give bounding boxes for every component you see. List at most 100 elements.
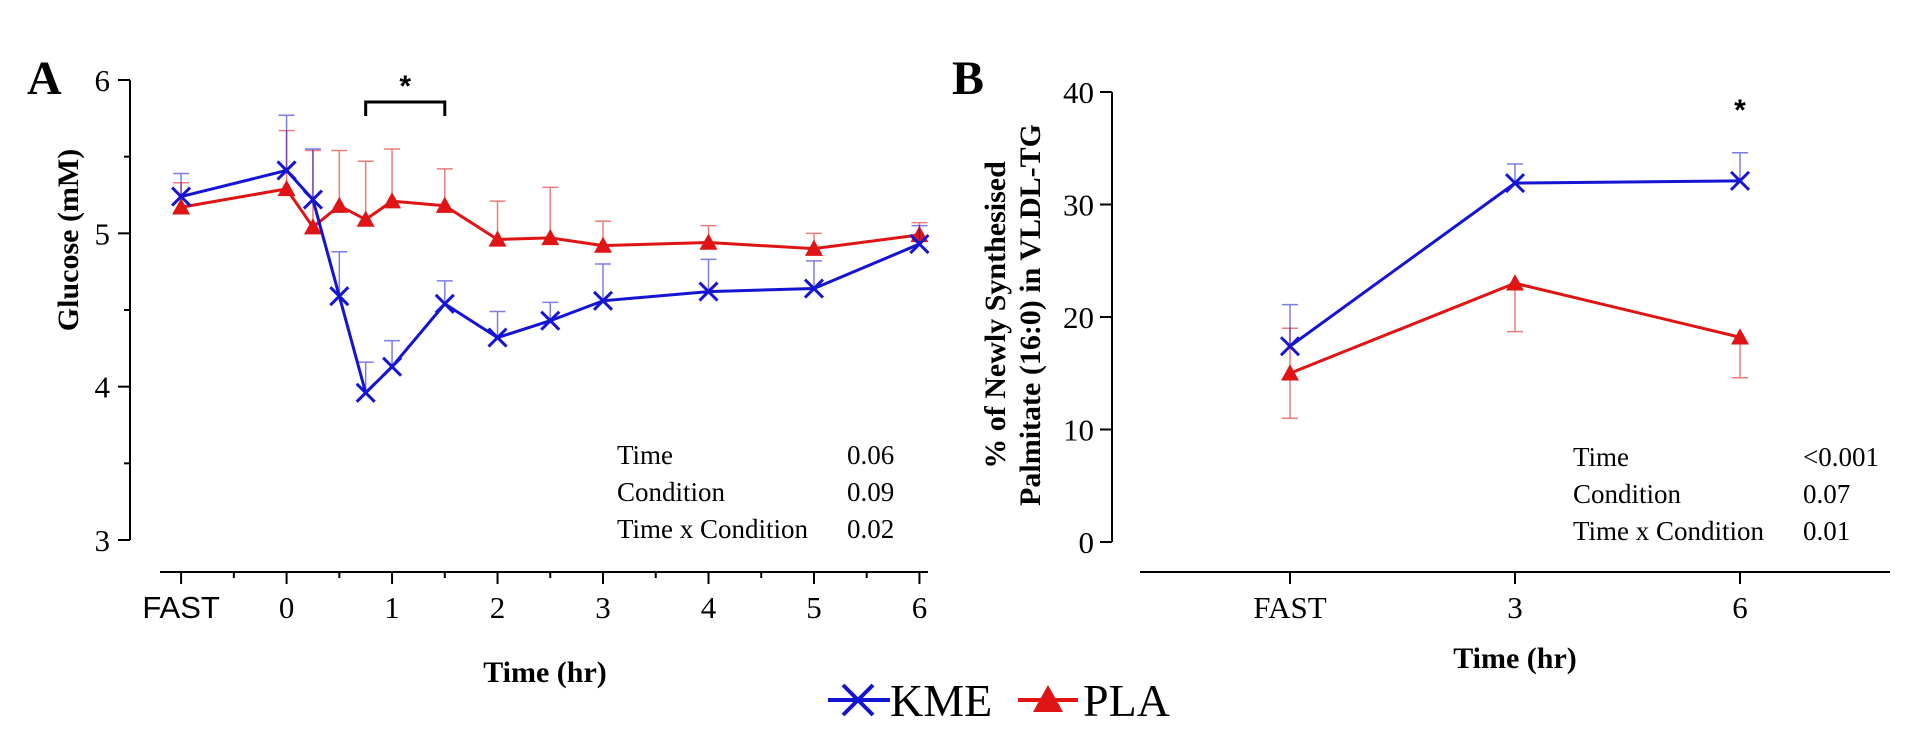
panel-b-y-axis-title-line2: Palmitate (16:0) in VLDL-TG bbox=[1014, 124, 1047, 506]
panel-a-error-bar bbox=[357, 160, 374, 220]
panel-a-stat-term: Condition bbox=[617, 477, 726, 507]
x-icon bbox=[828, 683, 890, 717]
panel-a-error-bar bbox=[436, 280, 453, 304]
panel-a-point bbox=[303, 218, 322, 235]
panel-a-significance-star: * bbox=[399, 70, 411, 103]
panel-a-series bbox=[171, 114, 930, 403]
panel-b-stat-p: <0.001 bbox=[1803, 442, 1879, 472]
panel-b-point bbox=[1729, 170, 1751, 191]
panel-a-point bbox=[435, 196, 454, 213]
panel-a-point bbox=[356, 210, 375, 227]
triangle-icon bbox=[1018, 685, 1078, 712]
legend: KME PLA bbox=[828, 675, 1170, 726]
panel-a-glucose-chart: A 3 4 5 6 FAST 0 1 2 3 4 5 6 Glucose (mM) Time (hr… bbox=[27, 52, 930, 689]
panel-a-x-tick-labels: FAST 0 1 2 3 4 5 6 bbox=[142, 590, 927, 625]
legend-label: PLA bbox=[1083, 675, 1170, 726]
panel-b-stat-term: Time bbox=[1573, 442, 1629, 472]
panel-a-point bbox=[699, 233, 718, 250]
panel-b-significance-star: * bbox=[1734, 94, 1746, 127]
panel-a-bracket-line bbox=[364, 100, 447, 116]
panel-a-y-tick-label: 5 bbox=[95, 216, 111, 251]
panel-a-point bbox=[381, 356, 403, 377]
panel-a-y-axis-title: Glucose (mM) bbox=[52, 149, 85, 331]
panel-b-error-bar bbox=[1507, 163, 1523, 184]
panel-b-point bbox=[1279, 336, 1301, 357]
panel-a-error-bar bbox=[542, 301, 559, 321]
legend-item-pla: PLA bbox=[1018, 675, 1170, 726]
panel-a-point bbox=[592, 290, 614, 311]
panel-b-x-tick-label: 3 bbox=[1507, 590, 1523, 625]
panel-a-stat-p: 0.06 bbox=[847, 440, 894, 470]
panel-a-significance-bracket: * bbox=[364, 70, 447, 116]
panel-a-point bbox=[909, 234, 930, 255]
panel-a-y-tick-label: 4 bbox=[95, 370, 111, 405]
panel-a-point bbox=[276, 160, 297, 181]
panel-b-error-bar bbox=[1282, 303, 1298, 347]
panel-a-series-pla bbox=[172, 129, 929, 256]
panel-b-y-tick-label: 20 bbox=[1063, 300, 1094, 335]
panel-a-error-bar bbox=[911, 224, 928, 245]
panel-a-error-bar bbox=[331, 250, 348, 297]
panel-a-point bbox=[594, 236, 613, 253]
panel-a-point bbox=[698, 281, 719, 302]
panel-b-x-axis-title: Time (hr) bbox=[1453, 642, 1577, 675]
panel-b-letter: B bbox=[952, 52, 984, 105]
panel-a-point bbox=[803, 278, 825, 299]
panel-b-series-pla bbox=[1281, 274, 1749, 419]
panel-a-point bbox=[488, 230, 507, 247]
panel-a-x-tick-label: FAST bbox=[142, 590, 220, 625]
panel-a-x-tick-label: 1 bbox=[384, 590, 400, 625]
panel-b-y-tick-label: 0 bbox=[1079, 525, 1095, 560]
panel-b-error-bar bbox=[1507, 283, 1523, 333]
panel-a-error-bar bbox=[805, 260, 822, 289]
panel-a-point bbox=[804, 239, 823, 256]
panel-a-x-axis-title: Time (hr) bbox=[483, 656, 607, 689]
panel-a-point bbox=[540, 310, 561, 331]
panel-b-error-bar bbox=[1732, 152, 1748, 181]
panel-b-stat-term: Condition bbox=[1573, 479, 1682, 509]
panel-a-point bbox=[434, 293, 455, 314]
panel-a-error-bar bbox=[278, 114, 295, 171]
panel-a-x-tick-label: 3 bbox=[595, 590, 611, 625]
panel-a-axes bbox=[118, 79, 928, 584]
panel-a-error-bar bbox=[384, 339, 401, 367]
panel-a-point bbox=[541, 228, 560, 246]
panel-b-error-bar bbox=[1282, 373, 1298, 419]
panel-a-stats-table: Time 0.06 Condition 0.09 Time x Conditio… bbox=[617, 440, 894, 544]
panel-a-stat-term: Time x Condition bbox=[617, 514, 809, 544]
panel-a-x-tick-label: 2 bbox=[490, 590, 506, 625]
panel-a-point bbox=[355, 382, 376, 403]
panel-a-error-bar bbox=[489, 310, 506, 338]
panel-b-point bbox=[1731, 328, 1749, 345]
panel-a-point bbox=[302, 189, 324, 210]
panel-a-error-bar bbox=[331, 149, 348, 206]
panel-b-x-tick-label: 6 bbox=[1732, 590, 1748, 625]
panel-b-point bbox=[1281, 364, 1299, 381]
panel-b-axes bbox=[1100, 91, 1890, 584]
panel-b-y-tick-label: 40 bbox=[1063, 75, 1094, 110]
legend-item-kme: KME bbox=[828, 675, 992, 726]
panel-b-y-tick-label: 30 bbox=[1063, 188, 1094, 223]
panel-b-series bbox=[1279, 152, 1751, 419]
panel-a-point bbox=[277, 179, 296, 197]
panel-b-stats-table: Time <0.001 Condition 0.07 Time x Condit… bbox=[1573, 442, 1879, 546]
panel-b-x-tick-labels: FAST 3 6 bbox=[1253, 590, 1748, 625]
panel-a-stat-p: 0.09 bbox=[847, 477, 894, 507]
panel-a-point bbox=[487, 327, 508, 348]
legend-label: KME bbox=[890, 675, 992, 726]
panel-b-point bbox=[1504, 173, 1526, 194]
panel-b-series-kme bbox=[1279, 152, 1751, 357]
panel-a-letter: A bbox=[27, 52, 62, 105]
panel-a-x-tick-label: 6 bbox=[912, 590, 928, 625]
panel-a-stat-term: Time bbox=[617, 440, 673, 470]
panel-a-point bbox=[172, 198, 191, 215]
panel-b-y-axis-title-line1: % of Newly Synthesised bbox=[979, 161, 1012, 469]
panel-b-x-tick-label: FAST bbox=[1253, 590, 1327, 625]
panel-a-point bbox=[383, 192, 402, 209]
panel-a-point bbox=[171, 186, 192, 207]
panel-a-error-bar bbox=[595, 263, 612, 301]
panel-b-y-tick-label: 10 bbox=[1063, 413, 1094, 448]
panel-b-point bbox=[1506, 274, 1524, 291]
panel-a-x-tick-label: 4 bbox=[701, 590, 717, 625]
panel-a-point bbox=[330, 196, 349, 213]
